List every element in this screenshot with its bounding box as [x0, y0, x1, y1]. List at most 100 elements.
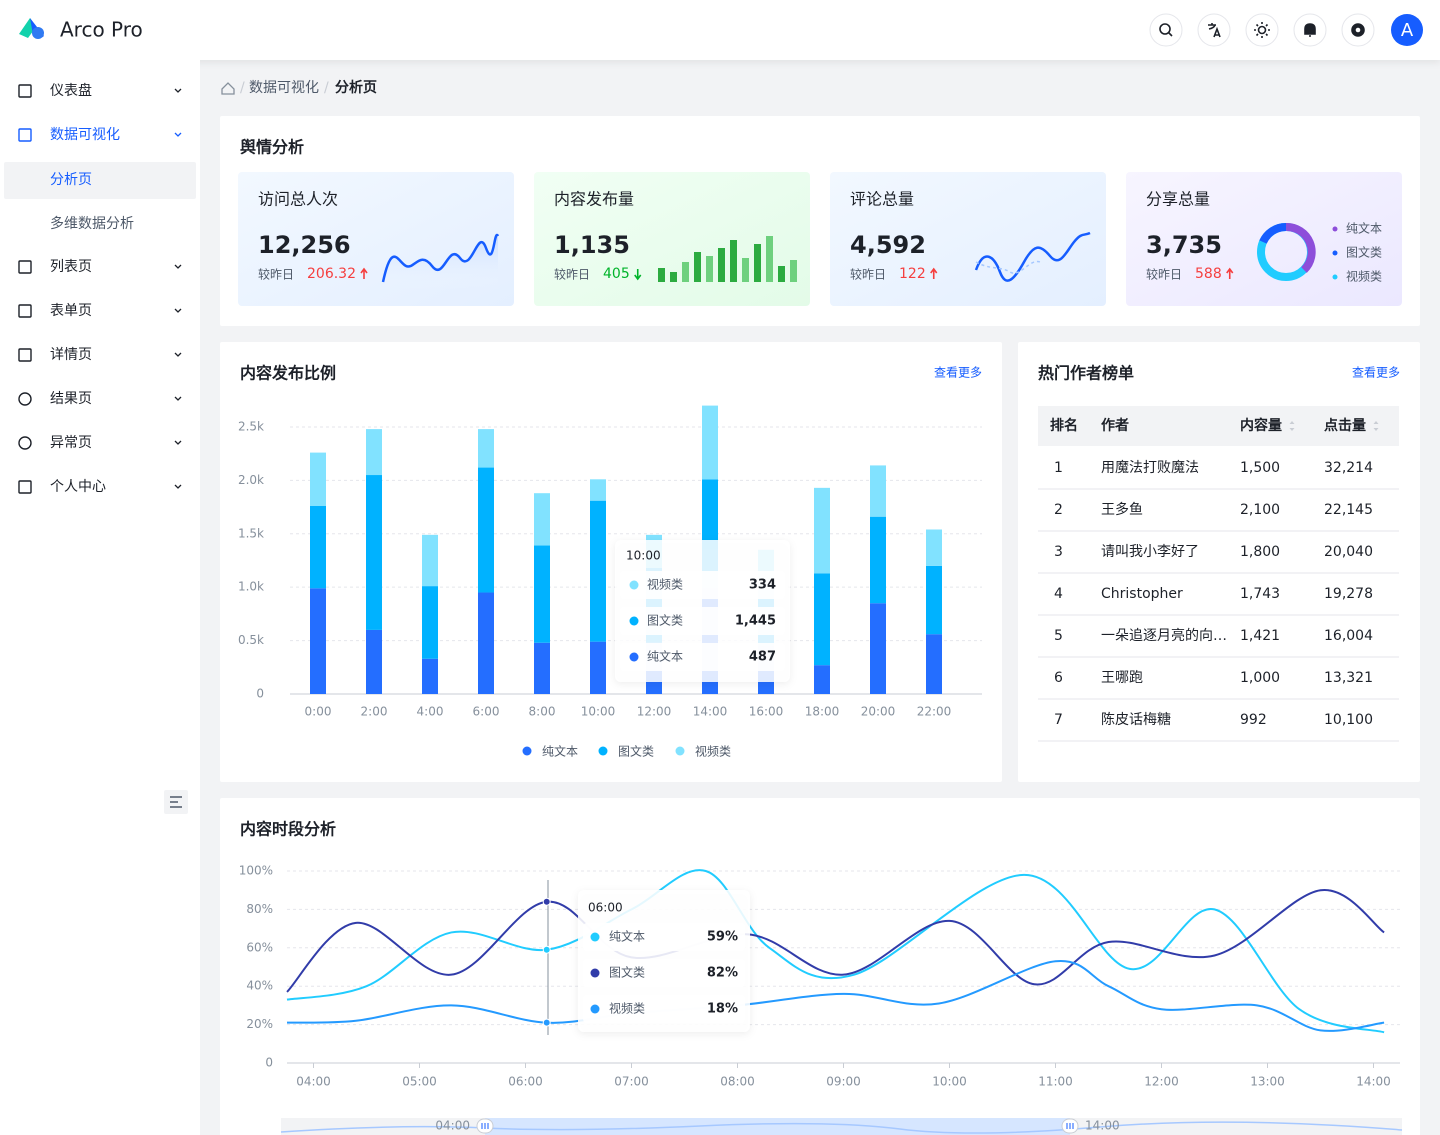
- x-tick-label: 06:00: [508, 1075, 543, 1089]
- table-cell: 13,321: [1324, 670, 1373, 686]
- menu-item[interactable]: 个人中心: [50, 479, 106, 495]
- bar-segment: [814, 487, 830, 574]
- menu-item[interactable]: 表单页: [50, 303, 92, 319]
- zoom-grip: [481, 1123, 489, 1129]
- breadcrumb-separator: /: [240, 80, 245, 96]
- avatar[interactable]: [1391, 14, 1423, 46]
- tooltip-row: [583, 959, 745, 987]
- compare-label: 较昨日: [258, 267, 294, 282]
- zoom-label: 04:00: [435, 1119, 470, 1133]
- bar-segment: [366, 629, 382, 694]
- menu-item[interactable]: 仪表盘: [50, 82, 92, 99]
- tooltip-row: [583, 923, 745, 951]
- legend-dot: [1332, 250, 1338, 256]
- x-tick-label: 04:00: [296, 1075, 331, 1089]
- more-link[interactable]: 查看更多: [1352, 366, 1400, 380]
- tooltip-dot: [590, 968, 600, 978]
- y-tick-label: 60%: [246, 940, 273, 954]
- menu-item[interactable]: 详情页: [50, 347, 92, 363]
- legend-label: 纯文本: [1346, 221, 1382, 236]
- table-cell: 1,743: [1240, 586, 1280, 602]
- menu-arrow: [174, 308, 182, 313]
- sparkline: [381, 233, 500, 283]
- tooltip-name: 图文类: [647, 613, 683, 628]
- y-tick-label: 100%: [239, 864, 273, 878]
- hover-point: [542, 897, 551, 906]
- x-tick-label: 10:00: [581, 705, 616, 719]
- legend-label: 图文类: [1346, 245, 1382, 260]
- card-delta: 405: [603, 266, 630, 282]
- compare-label: 较昨日: [554, 267, 590, 282]
- y-tick-label: 40%: [246, 979, 273, 993]
- y-tick-label: 1.0k: [238, 580, 264, 594]
- y-tick-label: 0: [256, 687, 264, 701]
- tooltip-name: 视频类: [647, 577, 683, 592]
- table-cell: 用魔法打败魔法: [1101, 459, 1199, 476]
- submenu-item[interactable]: 分析页: [50, 172, 92, 188]
- tooltip-row: [620, 571, 785, 599]
- bar-segment: [590, 641, 606, 694]
- sort-icon[interactable]: [1289, 421, 1295, 431]
- trend-arrow: [1226, 267, 1234, 279]
- more-link[interactable]: 查看更多: [934, 366, 982, 380]
- column-header: 内容量: [1240, 417, 1282, 434]
- tooltip-name: 纯文本: [647, 649, 683, 664]
- x-tick-label: 11:00: [1038, 1075, 1073, 1089]
- trend-arrow: [360, 267, 368, 279]
- x-tick-label: 13:00: [1250, 1075, 1285, 1089]
- donut: [1257, 222, 1316, 281]
- table-cell: 1,500: [1240, 460, 1280, 476]
- collapse-button[interactable]: [164, 790, 188, 814]
- bar-segment: [310, 588, 326, 694]
- x-tick-label: 07:00: [614, 1075, 649, 1089]
- legend-label: 视频类: [1346, 269, 1382, 284]
- bar-segment: [478, 592, 494, 694]
- card-delta: 588: [1195, 266, 1222, 282]
- legend-dot: [598, 746, 608, 756]
- menu-item[interactable]: 异常页: [50, 435, 92, 451]
- menu-item[interactable]: 数据可视化: [50, 127, 120, 143]
- table-cell: 陈皮话梅糖: [1101, 711, 1171, 728]
- legend-dot: [675, 746, 685, 756]
- tooltip-name: 视频类: [609, 1001, 645, 1016]
- table-cell: 1: [1054, 460, 1063, 476]
- logo: [19, 18, 44, 39]
- column-header: 作者: [1101, 417, 1129, 434]
- legend-label: 视频类: [695, 744, 731, 759]
- breadcrumb-item[interactable]: 数据可视化: [249, 80, 319, 96]
- menu-active-bg: [4, 162, 196, 199]
- tooltip-dot: [590, 1004, 600, 1014]
- home-icon[interactable]: [221, 82, 235, 95]
- y-tick-label: 0: [265, 1056, 273, 1070]
- x-tick-label: 08:00: [720, 1075, 755, 1089]
- sparkline: [974, 231, 1091, 282]
- bar-segment: [926, 634, 942, 694]
- menu-icon: [18, 348, 32, 362]
- menu-arrow: [174, 264, 182, 269]
- zoom-grip: [1066, 1123, 1074, 1129]
- x-tick-label: 12:00: [637, 705, 672, 719]
- menu-arrow: [174, 88, 182, 93]
- menu-item[interactable]: 列表页: [50, 259, 92, 275]
- tooltip-name: 图文类: [609, 965, 645, 980]
- legend-label: 纯文本: [542, 744, 578, 759]
- table-cell: Christopher: [1101, 586, 1183, 602]
- bar-segment: [534, 642, 550, 694]
- avatar-letter: A: [1401, 20, 1414, 41]
- bar-segment: [478, 429, 494, 468]
- menu-item[interactable]: 结果页: [50, 391, 92, 407]
- submenu-item[interactable]: 多维数据分析: [50, 215, 134, 232]
- table-cell: 2,100: [1240, 502, 1280, 518]
- trend-arrow: [634, 269, 642, 281]
- table-cell: 19,278: [1324, 586, 1373, 602]
- panel-title: 内容时段分析: [240, 820, 336, 839]
- bar-segment: [870, 603, 886, 694]
- menu-icon: [18, 436, 32, 450]
- menu-arrow: [174, 132, 182, 137]
- bar-segment: [702, 405, 718, 480]
- sidebar: [0, 60, 200, 1135]
- sort-icon[interactable]: [1373, 421, 1379, 431]
- zoom-wave: [280, 1121, 1403, 1134]
- legend-dot: [1332, 226, 1338, 232]
- menu-icon: [18, 480, 32, 494]
